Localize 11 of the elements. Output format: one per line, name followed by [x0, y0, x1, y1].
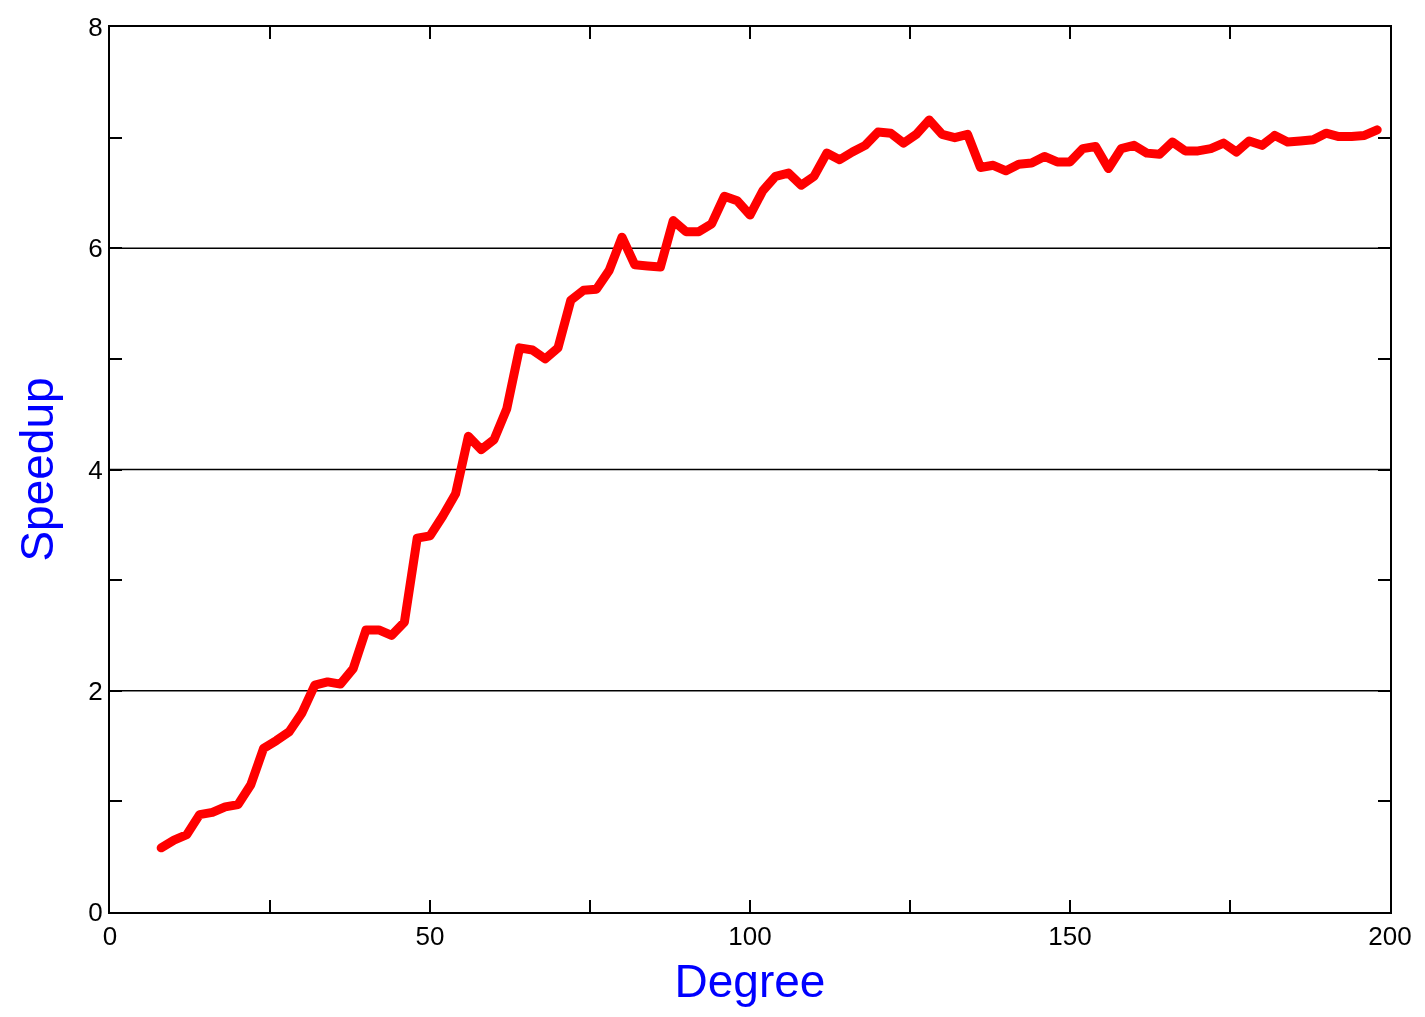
y-axis-title: Speedup: [11, 377, 64, 562]
y-tick-label: 0: [88, 897, 103, 928]
y-tick-label: 8: [88, 12, 103, 43]
x-tick-label: 200: [1368, 921, 1412, 952]
y-tick-label: 4: [88, 454, 103, 485]
x-tick-label: 50: [415, 921, 445, 952]
x-axis-title: Degree: [674, 955, 826, 1008]
y-tick-label: 2: [88, 675, 103, 706]
x-tick-label: 100: [728, 921, 772, 952]
x-tick-label: 150: [1048, 921, 1092, 952]
y-tick-label: 6: [88, 233, 103, 264]
